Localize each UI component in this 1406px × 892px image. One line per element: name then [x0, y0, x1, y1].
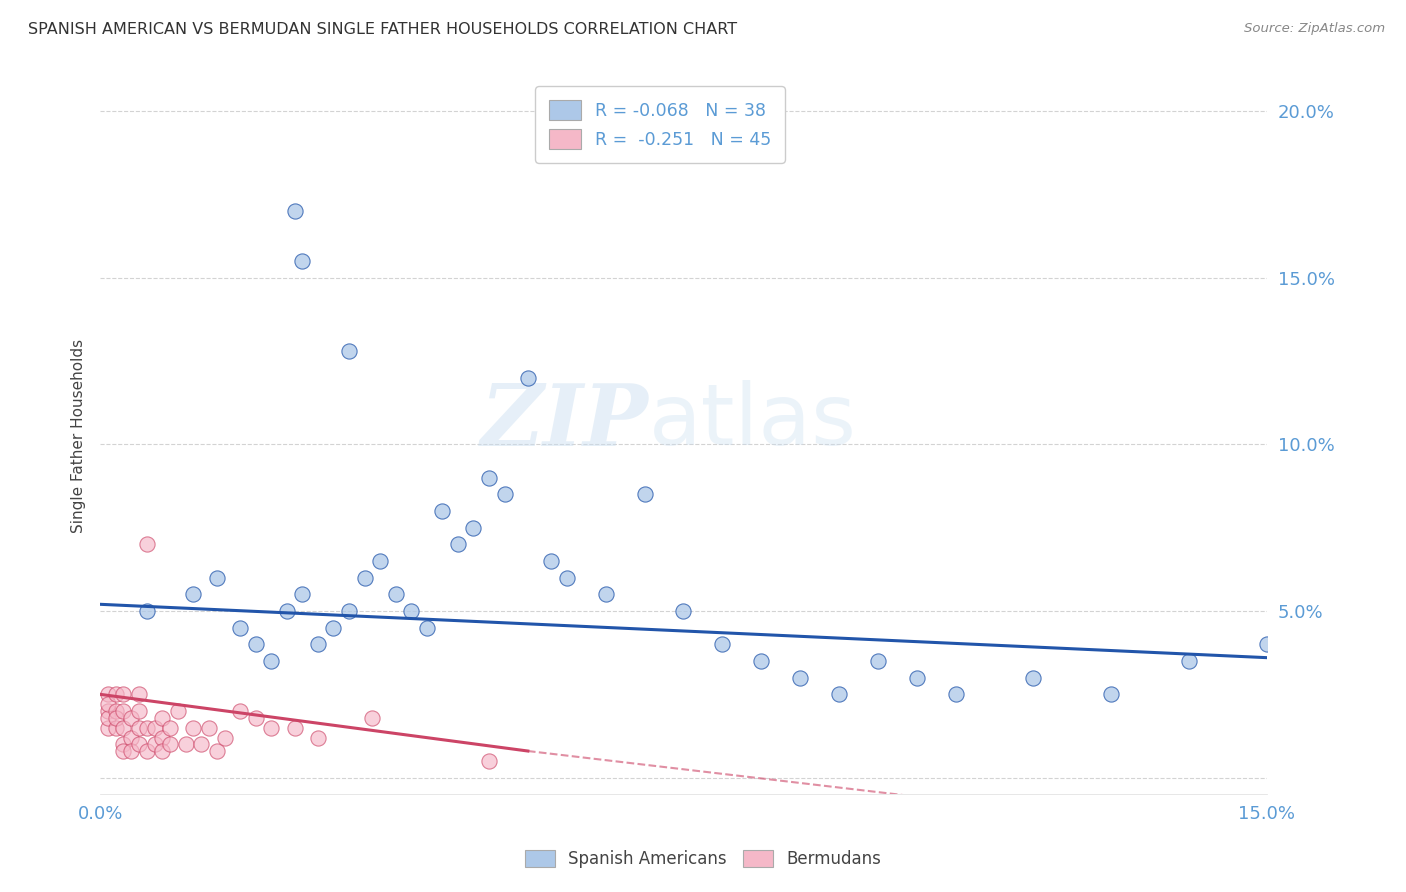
Point [361, 711, 384, 725]
Point [260, 654, 283, 668]
Point [245, 711, 267, 725]
Point [353, 571, 375, 585]
Point [416, 621, 439, 635]
Point [447, 537, 470, 551]
Point [229, 621, 252, 635]
Point [1256, 637, 1278, 651]
Point [135, 721, 157, 735]
Point [337, 343, 360, 358]
Point [368, 554, 391, 568]
Point [945, 687, 967, 701]
Point [337, 604, 360, 618]
Point [384, 587, 406, 601]
Point [322, 621, 344, 635]
Point [143, 737, 166, 751]
Point [135, 604, 157, 618]
Point [828, 687, 851, 701]
Point [112, 744, 135, 758]
Point [174, 737, 197, 751]
Point [159, 721, 181, 735]
Point [463, 520, 485, 534]
Point [120, 744, 142, 758]
Point [97, 711, 120, 725]
Point [291, 587, 314, 601]
Y-axis label: Single Father Households: Single Father Households [72, 339, 86, 533]
Point [128, 721, 150, 735]
Point [97, 721, 120, 735]
Point [143, 721, 166, 735]
Point [205, 571, 228, 585]
Point [494, 487, 516, 501]
Point [260, 721, 283, 735]
Text: SPANISH AMERICAN VS BERMUDAN SINGLE FATHER HOUSEHOLDS CORRELATION CHART: SPANISH AMERICAN VS BERMUDAN SINGLE FATH… [28, 22, 737, 37]
Point [478, 470, 501, 484]
Point [205, 744, 228, 758]
Point [128, 704, 150, 718]
Point [516, 370, 538, 384]
Point [478, 754, 501, 768]
Point [1099, 687, 1122, 701]
Point [135, 744, 157, 758]
Point [198, 721, 221, 735]
Point [97, 698, 120, 712]
Point [97, 704, 120, 718]
Point [112, 721, 135, 735]
Point [540, 554, 562, 568]
Point [183, 721, 205, 735]
Point [112, 737, 135, 751]
Point [150, 711, 173, 725]
Point [432, 504, 454, 518]
Point [112, 704, 135, 718]
Point [120, 711, 142, 725]
Point [1178, 654, 1201, 668]
Legend: R = -0.068   N = 38, R =  -0.251   N = 45: R = -0.068 N = 38, R = -0.251 N = 45 [536, 87, 785, 162]
Point [104, 711, 127, 725]
Point [183, 587, 205, 601]
Point [866, 654, 889, 668]
Point [749, 654, 772, 668]
Point [307, 637, 329, 651]
Point [399, 604, 422, 618]
Point [214, 731, 236, 745]
Point [789, 671, 811, 685]
Text: Source: ZipAtlas.com: Source: ZipAtlas.com [1244, 22, 1385, 36]
Point [112, 687, 135, 701]
Point [190, 737, 212, 751]
Point [307, 731, 329, 745]
Point [104, 721, 127, 735]
Point [159, 737, 181, 751]
Point [135, 537, 157, 551]
Point [633, 487, 655, 501]
Point [150, 744, 173, 758]
Point [167, 704, 190, 718]
Point [104, 704, 127, 718]
Point [229, 704, 252, 718]
Point [283, 721, 305, 735]
Point [291, 253, 314, 268]
Point [97, 687, 120, 701]
Legend: Spanish Americans, Bermudans: Spanish Americans, Bermudans [517, 843, 889, 875]
Text: ZIP: ZIP [481, 380, 648, 463]
Point [128, 687, 150, 701]
Point [120, 731, 142, 745]
Text: atlas: atlas [648, 380, 856, 463]
Point [595, 587, 617, 601]
Point [150, 731, 173, 745]
Point [672, 604, 695, 618]
Point [128, 737, 150, 751]
Point [104, 687, 127, 701]
Point [1022, 671, 1045, 685]
Point [555, 571, 578, 585]
Point [245, 637, 267, 651]
Point [905, 671, 928, 685]
Point [276, 604, 298, 618]
Point [711, 637, 734, 651]
Point [283, 203, 305, 218]
